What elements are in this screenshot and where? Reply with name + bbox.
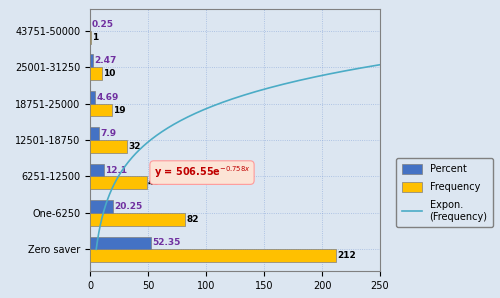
Bar [90,200,114,213]
Bar [90,127,99,140]
Bar [90,67,102,80]
Text: 52.35: 52.35 [152,238,180,247]
Bar [90,249,336,262]
Legend: Percent, Frequency, Expon.
(Frequency): Percent, Frequency, Expon. (Frequency) [396,158,494,227]
Text: 7.9: 7.9 [100,129,116,138]
Text: 32: 32 [128,142,141,151]
Text: 20.25: 20.25 [114,202,143,211]
Text: 2.47: 2.47 [94,56,116,65]
Bar [90,91,96,104]
Bar [90,213,185,226]
Bar [90,140,127,153]
Text: y = 506.55e$^{-0.758x}$: y = 506.55e$^{-0.758x}$ [154,165,250,181]
Bar [90,237,150,249]
Text: 1: 1 [92,33,98,42]
Text: 12.1: 12.1 [105,166,128,175]
Text: 4.69: 4.69 [96,93,119,102]
Text: 49: 49 [148,179,161,187]
Bar [90,164,104,176]
Text: 82: 82 [186,215,199,224]
Bar [90,176,147,189]
Text: 19: 19 [113,105,126,114]
Bar [90,104,112,117]
Bar [90,55,93,67]
Text: 10: 10 [103,69,115,78]
Text: 212: 212 [337,251,356,260]
Text: 0.25: 0.25 [92,20,114,29]
Bar [90,31,91,44]
